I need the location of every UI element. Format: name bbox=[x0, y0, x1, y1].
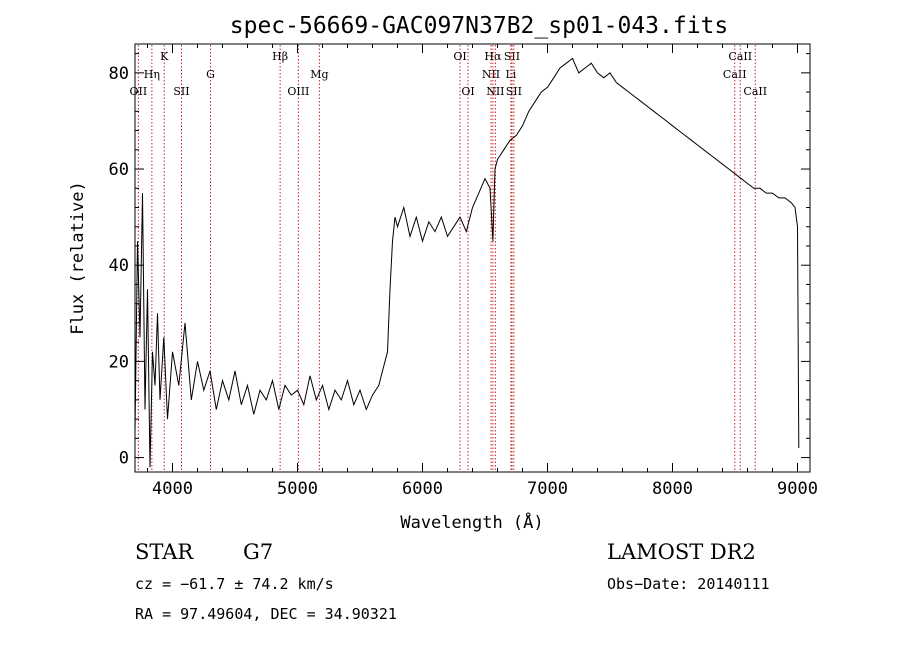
object-subclass: G7 bbox=[243, 540, 273, 564]
survey-name: LAMOST DR2 bbox=[607, 540, 756, 564]
x-tick-label: 9000 bbox=[777, 479, 818, 499]
spectral-line-label: CaII bbox=[723, 68, 747, 81]
spectral-line-label: Mg bbox=[310, 68, 328, 81]
y-axis-label: Flux (relative) bbox=[68, 181, 88, 335]
spectral-line-label: OII bbox=[130, 85, 148, 98]
chart-title: spec-56669-GAC097N37B2_sp01-043.fits bbox=[230, 13, 729, 39]
x-axis: 4000 5000 6000 7000 8000 9000 bbox=[147, 44, 818, 499]
observation-date: Obs−Date: 20140111 bbox=[607, 575, 770, 593]
object-class: STAR bbox=[135, 540, 194, 564]
y-axis: 0 20 40 60 80 bbox=[109, 53, 810, 469]
spectral-line-label: Li bbox=[505, 68, 516, 81]
spectral-line-label: Hη bbox=[144, 68, 160, 81]
y-tick-label: 40 bbox=[109, 256, 129, 276]
x-tick-label: 4000 bbox=[152, 479, 193, 499]
spectral-line-label: SII bbox=[504, 50, 520, 63]
spectral-line-label: CaII bbox=[728, 50, 752, 63]
sky-coordinates: RA = 97.49604, DEC = 34.90321 bbox=[135, 605, 397, 623]
spectral-line-label: OI bbox=[453, 50, 466, 63]
x-tick-label: 6000 bbox=[402, 479, 443, 499]
spectral-line-label: CaII bbox=[743, 85, 767, 98]
spectral-line-label: NII bbox=[482, 68, 500, 81]
redshift-velocity: cz = −61.7 ± 74.2 km/s bbox=[135, 575, 334, 593]
spectral-line-label: OIII bbox=[287, 85, 309, 98]
x-tick-label: 7000 bbox=[527, 479, 568, 499]
spectral-line-label: K bbox=[160, 50, 169, 63]
spectral-line-label: Hβ bbox=[272, 50, 288, 63]
x-axis-label: Wavelength (Å) bbox=[400, 511, 543, 533]
plot-frame bbox=[134, 43, 811, 473]
y-tick-label: 20 bbox=[109, 352, 129, 372]
spectral-line-label: OI bbox=[461, 85, 474, 98]
spectral-line-label: SII bbox=[506, 85, 522, 98]
spectral-line-label: SII bbox=[173, 85, 189, 98]
spectral-line-label: NII bbox=[486, 85, 504, 98]
y-tick-label: 80 bbox=[109, 64, 129, 84]
spectral-line-label: G bbox=[206, 68, 215, 81]
y-tick-label: 0 bbox=[119, 449, 129, 469]
x-tick-label: 5000 bbox=[277, 479, 318, 499]
line-markers: OIIHηKSIIGHβOIIIMgOIOINIIHαNIILiSIISIICa… bbox=[130, 45, 767, 471]
x-tick-label: 8000 bbox=[652, 479, 693, 499]
spectral-line-label: Hα bbox=[484, 50, 502, 63]
y-tick-label: 60 bbox=[109, 160, 129, 180]
spectrum-line bbox=[134, 57, 800, 468]
